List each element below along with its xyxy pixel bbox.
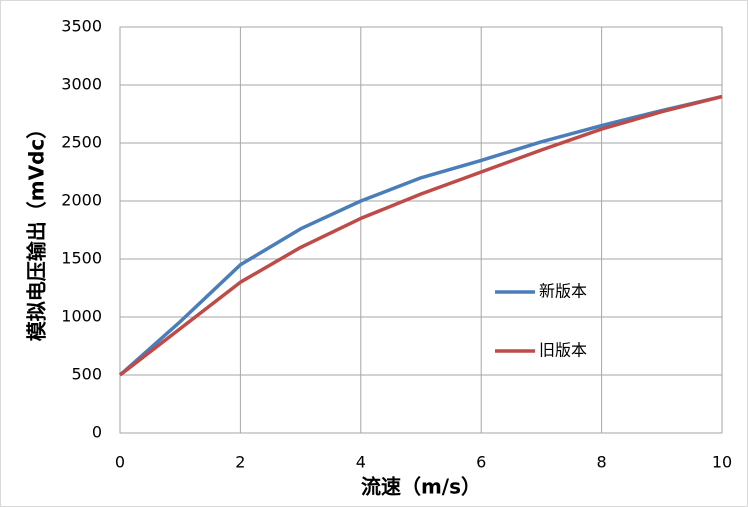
x-tick-label: 8 [597,453,607,472]
plot-border [119,26,723,434]
y-tick-label: 2000 [61,191,102,210]
x-axis-title: 流速（m/s） [361,475,481,499]
y-tick-label: 1000 [61,307,102,326]
x-tick-label: 6 [476,453,486,472]
legend-label: 旧版本 [539,341,587,360]
y-tick-label: 3000 [61,75,102,94]
legend-label: 新版本 [539,282,587,301]
y-axis-title: 模拟电压输出（mVdc） [25,119,49,342]
y-tick-label: 2500 [61,133,102,152]
y-tick-label: 1500 [61,249,102,268]
x-tick-label: 4 [356,453,366,472]
series-line [118,94,723,377]
y-tick-label: 500 [71,365,102,384]
x-tick-label: 2 [235,453,245,472]
x-tick-label: 0 [115,453,125,472]
x-tick-label: 10 [712,453,732,472]
series-line [118,94,723,377]
y-tick-label: 3500 [61,17,102,36]
y-tick-label: 0 [92,423,102,442]
